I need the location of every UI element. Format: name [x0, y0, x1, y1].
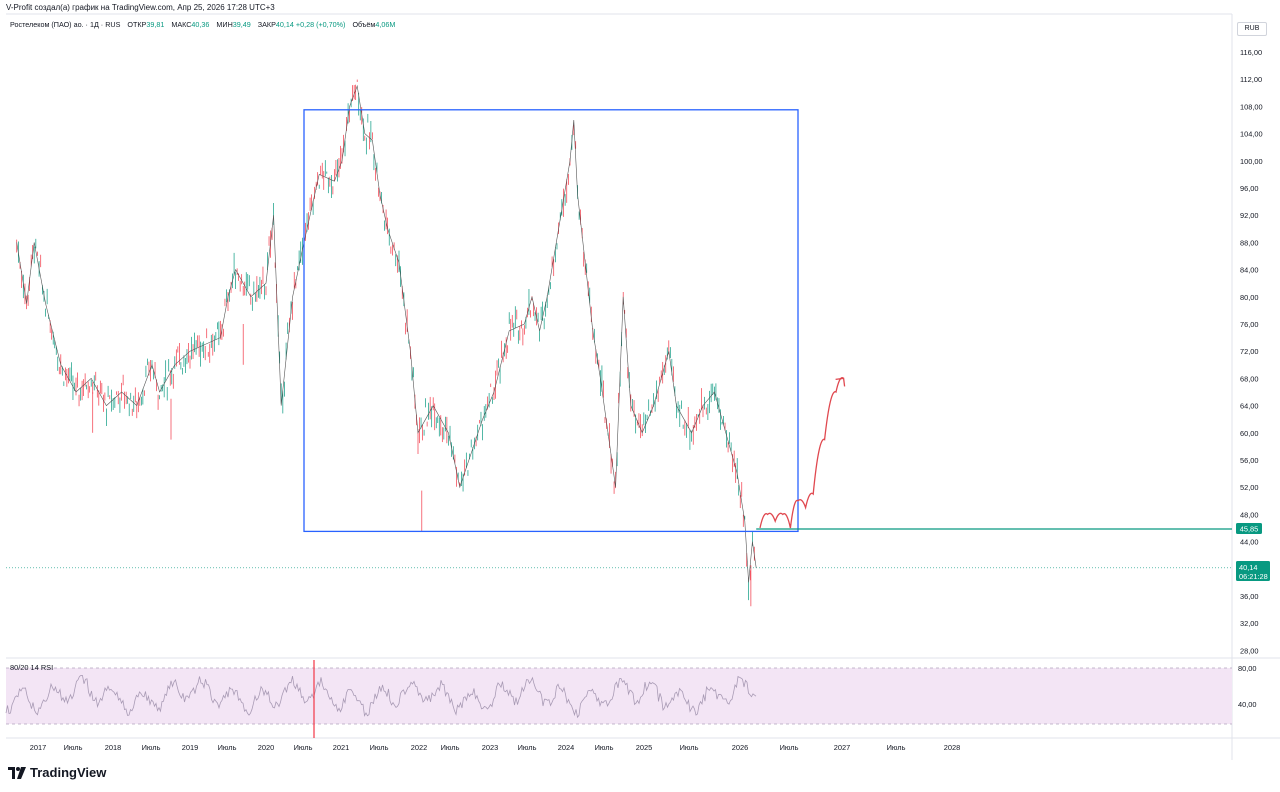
price-tick-label: 92,00 [1240, 211, 1259, 220]
legend-volume-value: 4,06M [375, 20, 396, 29]
bar-countdown: 06:21:28 [1239, 572, 1268, 581]
price-tick-label: 64,00 [1240, 402, 1259, 411]
legend-open-label: ОТКР [127, 20, 147, 29]
price-tick-label: 108,00 [1240, 102, 1263, 111]
tradingview-logo[interactable]: TradingView [8, 765, 106, 780]
brand-name: TradingView [30, 765, 107, 780]
time-tick-label: Июль [595, 743, 614, 752]
time-tick-label: Июль [441, 743, 460, 752]
time-tick-label: 2020 [258, 743, 274, 752]
time-tick-label: 2025 [636, 743, 652, 752]
price-tick-label: 88,00 [1240, 238, 1259, 247]
price-tick-label: 44,00 [1240, 538, 1259, 547]
time-tick-label: Июль [218, 743, 237, 752]
price-tick-label: 60,00 [1240, 429, 1259, 438]
price-tick-label: 52,00 [1240, 483, 1259, 492]
price-tick-label: 100,00 [1240, 157, 1263, 166]
chart-creator-title: V-Profit создал(а) график на TradingView… [6, 3, 275, 12]
legend-low-value: 39,49 [232, 20, 251, 29]
legend-high-value: 40,36 [191, 20, 210, 29]
legend-low-label: МИН [216, 20, 233, 29]
time-tick-label: 2026 [732, 743, 748, 752]
time-tick-label: 2018 [105, 743, 121, 752]
price-tick-label: 48,00 [1240, 510, 1259, 519]
legend-close-value: 40,14 [275, 20, 294, 29]
price-tick-label: 104,00 [1240, 130, 1263, 139]
rsi-line [5, 674, 757, 719]
price-series-line [16, 84, 757, 583]
symbol-legend: Ростелеком (ПАО) ао. · 1Д · RUS ОТКР39,8… [10, 20, 395, 29]
legend-open-value: 39,81 [146, 20, 165, 29]
candles [16, 79, 755, 607]
projection-arrow-head [835, 377, 846, 387]
price-tick-label: 112,00 [1240, 75, 1262, 84]
projection-arrow-drawing[interactable] [759, 377, 845, 529]
price-tick-label: 76,00 [1240, 320, 1259, 329]
level-tag-value: 45,85 [1240, 525, 1259, 534]
price-tick-label: 96,00 [1240, 184, 1259, 193]
currency-selector[interactable]: RUB [1237, 22, 1267, 36]
price-tick-label: 56,00 [1240, 456, 1259, 465]
time-tick-label: 2017 [30, 743, 46, 752]
time-tick-label: 2023 [482, 743, 498, 752]
last-price-tag: 40,14 06:21:28 [1236, 561, 1270, 581]
legend-symbol[interactable]: Ростелеком (ПАО) ао. · 1Д · RUS [10, 20, 121, 29]
last-price-value: 40,14 [1239, 563, 1258, 572]
price-tick-label: 32,00 [1240, 619, 1259, 628]
time-tick-label: 2019 [182, 743, 198, 752]
time-tick-label: Июль [142, 743, 161, 752]
price-tick-label: 80,00 [1240, 293, 1259, 302]
rsi-upper-tick: 80,00 [1238, 664, 1257, 673]
price-tick-label: 72,00 [1240, 347, 1259, 356]
time-tick-label: Июль [780, 743, 799, 752]
time-tick-label: Июль [887, 743, 906, 752]
time-tick-label: 2024 [558, 743, 574, 752]
time-tick-label: Июль [518, 743, 537, 752]
legend-close-label: ЗАКР [257, 20, 276, 29]
price-tick-label: 84,00 [1240, 266, 1259, 275]
legend-change: +0,28 (+0,70%) [295, 20, 346, 29]
time-tick-label: 2022 [411, 743, 427, 752]
time-tick-label: Июль [370, 743, 389, 752]
price-tick-label: 36,00 [1240, 592, 1259, 601]
time-tick-label: Июль [294, 743, 313, 752]
legend-high-label: МАКС [171, 20, 192, 29]
time-tick-label: Июль [64, 743, 83, 752]
time-tick-label: 2027 [834, 743, 850, 752]
time-tick-label: Июль [680, 743, 699, 752]
rsi-label[interactable]: 80/20 14 RSI [10, 663, 53, 672]
time-tick-label: 2021 [333, 743, 349, 752]
level-price-tag: 45,85 [1236, 523, 1262, 534]
price-axis[interactable]: 116,00 112,00 108,00 104,00 100,00 96,00 92,00… [1240, 48, 1263, 655]
price-tick-label: 68,00 [1240, 374, 1259, 383]
legend-volume-label: Объём [352, 20, 376, 29]
price-tick-label: 116,00 [1240, 48, 1262, 57]
rsi-tick: 40,00 [1238, 700, 1257, 709]
range-rectangle-drawing[interactable] [303, 109, 799, 533]
time-tick-label: 2028 [944, 743, 960, 752]
time-axis[interactable]: 2017 Июль 2018 Июль 2019 Июль 2020 Июль 2021 Июль… [30, 743, 960, 752]
price-tick-label: 28,00 [1240, 646, 1259, 655]
rsi-band [6, 668, 1232, 724]
tradingview-logo-icon [8, 766, 26, 779]
